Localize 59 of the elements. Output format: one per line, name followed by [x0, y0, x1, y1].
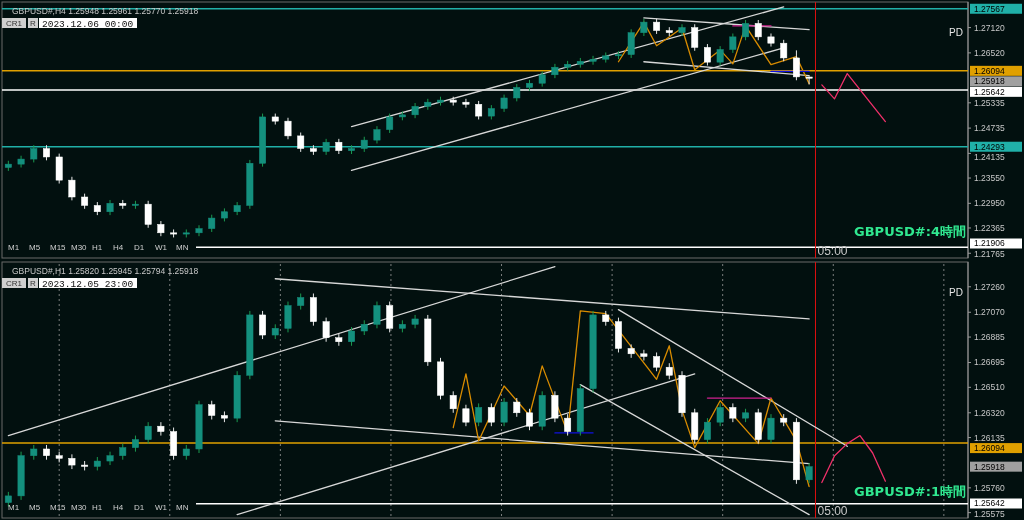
y-tick-label: 1.26510	[974, 382, 1005, 393]
annotation: 2023.12.06 00:00	[42, 18, 134, 30]
annotation: M5	[29, 503, 41, 512]
y-tick-label: 1.24135	[974, 152, 1005, 163]
y-tick-label: 1.22950	[974, 198, 1005, 209]
annotation: H4	[113, 243, 124, 252]
annotation: M15	[50, 503, 67, 512]
annotation: H1	[92, 243, 103, 252]
annotation: M5	[29, 243, 41, 252]
ref-line-label: 1.26094	[974, 443, 1005, 454]
annotation: MN	[176, 503, 189, 512]
annotation: GBPUSD#,H1 1.25820 1.25945 1.25794 1.25918	[12, 266, 199, 276]
ref-line-label: 1.25642	[974, 86, 1005, 97]
y-tick-label: 1.26885	[974, 332, 1005, 343]
y-tick-label: 1.25335	[974, 97, 1005, 108]
ref-line-label: 1.25642	[974, 498, 1005, 509]
annotation: 05:00	[817, 504, 848, 518]
text: 1.25918	[974, 76, 1005, 87]
ref-line-label: 1.21906	[974, 238, 1005, 249]
annotation: GBPUSD#:1時間	[854, 484, 966, 499]
annotation: W1	[155, 503, 168, 512]
annotation: 2023.12.05 23:00	[42, 278, 134, 290]
y-tick-label: 1.24735	[974, 123, 1005, 134]
annotation: PD	[949, 27, 963, 38]
annotation: D1	[134, 243, 145, 252]
y-tick-label: 1.21765	[974, 248, 1005, 259]
annotation: GBPUSD#,H4 1.25948 1.25961 1.25770 1.25918	[12, 6, 199, 16]
y-tick-label: 1.25760	[974, 482, 1005, 493]
annotation: R	[30, 279, 37, 288]
annotation: PD	[949, 287, 963, 298]
y-tick-label: 1.26320	[974, 407, 1005, 418]
annotation: D1	[134, 503, 145, 512]
annotation: 05:00	[817, 244, 848, 258]
y-tick-label: 1.27260	[974, 281, 1005, 292]
annotation: H1	[92, 503, 103, 512]
y-tick-label: 1.27120	[974, 22, 1005, 33]
annotation: CR1	[5, 19, 23, 28]
annotation: H4	[113, 503, 124, 512]
ref-line-label: 1.27567	[974, 3, 1005, 14]
annotation: M30	[71, 243, 88, 252]
y-tick-label: 1.22365	[974, 222, 1005, 233]
y-tick-label: 1.26135	[974, 432, 1005, 443]
text: 1.25918	[974, 461, 1005, 472]
y-tick-label: 1.26695	[974, 357, 1005, 368]
y-tick-label: 1.26520	[974, 47, 1005, 58]
annotation: M1	[8, 243, 20, 252]
ref-line-label: 1.24293	[974, 141, 1005, 152]
annotation: MN	[176, 243, 189, 252]
annotation: W1	[155, 243, 168, 252]
annotation: R	[30, 19, 37, 28]
annotation: M1	[8, 503, 20, 512]
y-tick-label: 1.23550	[974, 173, 1005, 184]
annotation: GBPUSD#:4時間	[854, 224, 966, 239]
ref-line-label: 1.26094	[974, 65, 1005, 76]
annotation: M15	[50, 243, 67, 252]
annotation: CR1	[5, 279, 23, 288]
y-tick-label: 1.25575	[974, 508, 1005, 519]
y-tick-label: 1.27070	[974, 307, 1005, 318]
annotation: M30	[71, 503, 88, 512]
